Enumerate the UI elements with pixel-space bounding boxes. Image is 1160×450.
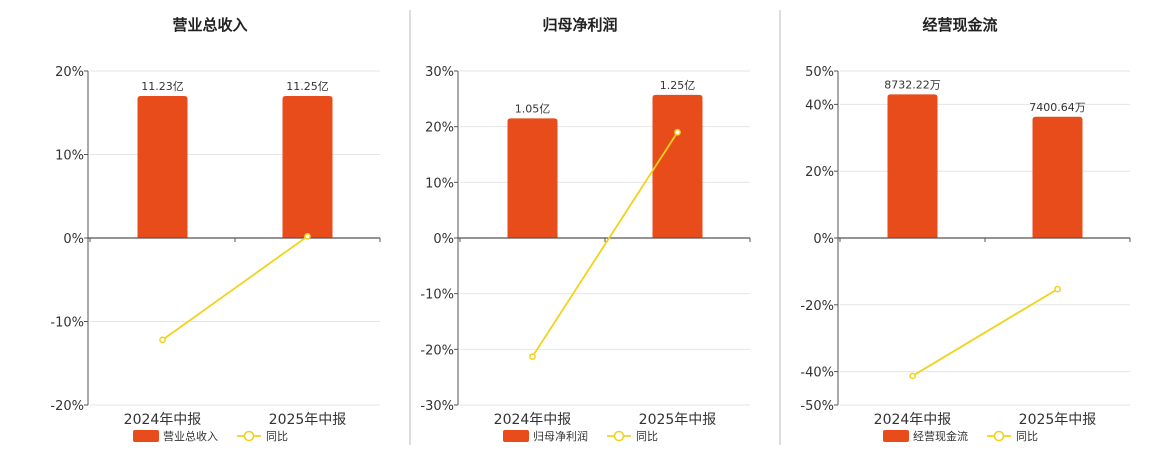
bar [887,94,938,238]
x-category-label: 2025年中报 [639,412,717,428]
yoy-point [909,372,916,380]
y-tick-label: 40% [805,98,834,113]
legend-swatch-point [613,430,625,442]
legend-label-bar: 营业总收入 [163,429,218,443]
yoy-point [1054,285,1061,293]
y-tick-label: 10% [55,149,84,164]
x-category-label: 2025年中报 [269,412,347,428]
chart-panel-1: 营业总收入 20% 10% 0% -10% -20% 11.23亿 11.25亿 2024年中报… [50,16,381,443]
legend-swatch-bar [133,430,159,442]
bar-data-label: 8732.22万 [884,78,941,91]
chart-panel-3: 经营现金流 50% 40% 20% 0% -20% -40% -50% 8732.22万 7400… [800,16,1131,443]
y-tick-label: 20% [425,121,454,136]
yoy-point [529,353,536,360]
y-tick-label: -10% [420,288,454,303]
chart-title: 归母净利润 [542,16,617,34]
chart-title: 经营现金流 [922,16,997,34]
legend-label-line: 同比 [266,430,288,443]
y-tick-label: 50% [805,65,834,80]
y-tick-label: 0% [813,232,834,247]
y-tick-label: 20% [55,65,84,80]
y-tick-label: 10% [425,176,454,191]
y-tick-label: 20% [805,165,834,180]
x-category-label: 2024年中报 [124,412,202,428]
legend-swatch-point [243,430,255,442]
yoy-line [531,131,679,358]
y-tick-label: -20% [50,399,84,414]
bar [507,118,558,238]
bar-data-label: 1.05亿 [515,102,551,115]
legend-swatch-bar [503,430,529,442]
yoy-point [159,336,166,344]
y-tick-label: 0% [63,232,84,247]
y-tick-label: 0% [433,232,454,247]
yoy-point [674,128,681,136]
chart-title: 营业总收入 [172,16,247,34]
y-tick-label: -10% [50,316,84,331]
chart-panel-2: 归母净利润 30% 20% 10% 0% -10% -20% -30% 1.05亿 1.25亿 20… [420,16,751,443]
x-category-label: 2024年中报 [494,412,572,428]
bar [137,96,188,238]
legend-swatch-bar [883,430,909,442]
yoy-line [912,288,1058,377]
legend-label-line: 同比 [1016,430,1038,443]
bar [1032,116,1083,238]
y-tick-label: -40% [800,366,834,381]
yoy-line [161,235,309,341]
bar [652,94,703,238]
bar [282,96,333,238]
y-tick-label: 30% [425,65,454,80]
x-category-label: 2024年中报 [874,412,952,428]
x-category-label: 2025年中报 [1019,412,1097,428]
bar-data-label: 7400.64万 [1029,101,1086,114]
bar-data-label: 11.25亿 [286,80,329,93]
bar-data-label: 1.25亿 [660,79,696,92]
y-tick-label: -30% [420,399,454,414]
y-tick-label: -20% [420,343,454,358]
legend-label-bar: 归母净利润 [533,429,588,443]
bar-data-label: 11.23亿 [141,80,184,93]
y-tick-label: -20% [800,299,834,314]
y-tick-label: -50% [800,399,834,414]
legend-swatch-point [993,430,1005,442]
legend-label-line: 同比 [636,430,658,443]
yoy-point [304,232,311,240]
legend-label-bar: 经营现金流 [913,429,968,443]
